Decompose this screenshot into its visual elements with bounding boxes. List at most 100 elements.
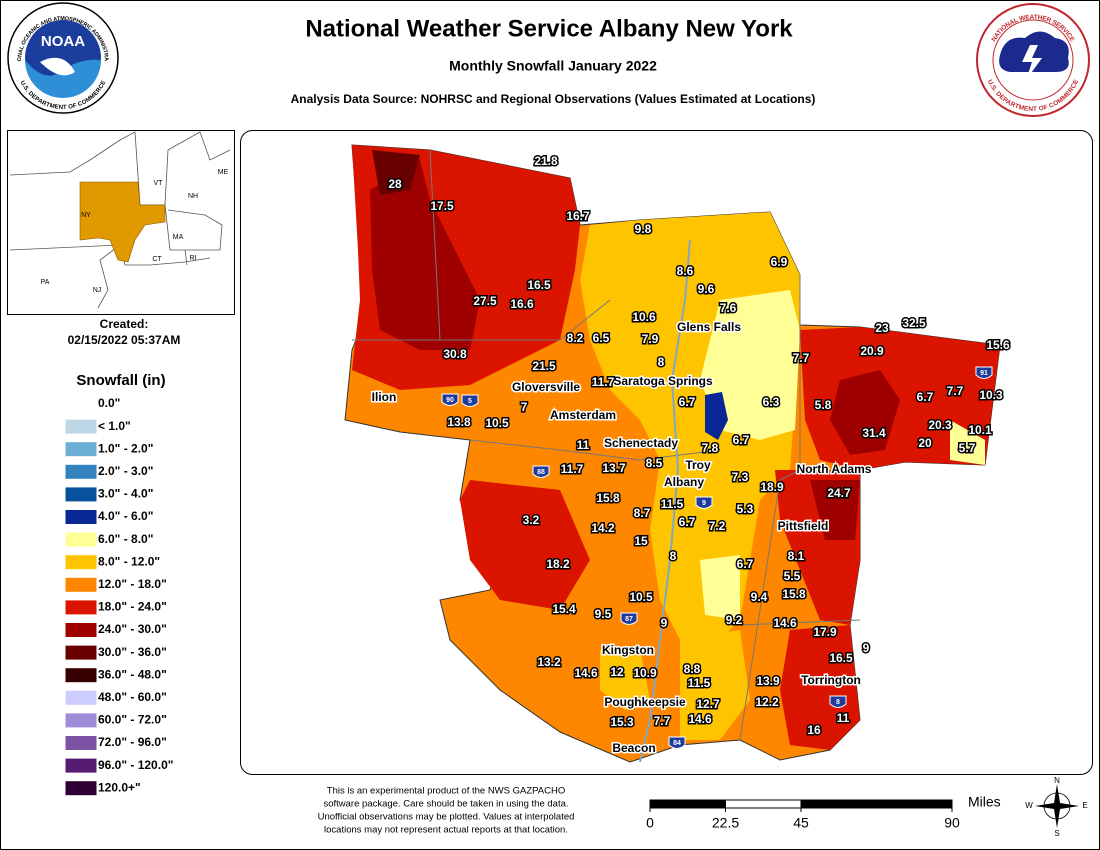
legend-swatch (65, 555, 97, 570)
nws-logo: NATIONAL WEATHER SERVICE U.S. DEPARTMENT… (976, 3, 1090, 117)
highway-number: 91 (980, 370, 988, 377)
snowfall-value: 14.2 (591, 521, 615, 535)
snowfall-value: 9.6 (698, 282, 715, 296)
legend-swatch (65, 464, 97, 479)
snowfall-value: 6.7 (917, 390, 934, 404)
snowfall-value: 13.2 (537, 655, 561, 669)
highway-number: 8 (836, 699, 840, 706)
snowfall-value: 16.7 (566, 209, 590, 223)
snowfall-value: 9 (661, 616, 668, 630)
city-label: Glens Falls (677, 320, 741, 334)
snowfall-value: 16.5 (829, 651, 853, 665)
state-label: NY (81, 212, 91, 219)
disclaimer-line: software package. Care should be taken i… (323, 799, 568, 810)
snowfall-value: 8.2 (567, 331, 584, 345)
legend-swatch (65, 510, 97, 524)
snowfall-value: 9.5 (595, 607, 612, 621)
snowfall-value: 16 (807, 723, 821, 737)
snowfall-value: 21.8 (534, 154, 558, 168)
city-label: North Adams (797, 462, 872, 476)
snowfall-value: 15.3 (610, 715, 634, 729)
snowfall-value: 20.9 (860, 344, 884, 358)
scale-bar: Miles 0 22.5 45 90 (646, 794, 1001, 831)
legend-swatch (65, 713, 97, 728)
legend-label: 24.0" - 30.0" (98, 622, 167, 636)
snowfall-value: 11.5 (688, 676, 711, 690)
snowfall-value: 15.8 (596, 491, 620, 505)
snowfall-value: 7.2 (709, 519, 726, 533)
snowfall-value: 10.9 (633, 666, 657, 680)
snowfall-value: 7.7 (793, 351, 810, 365)
city-label: Gloversville (512, 380, 580, 394)
disclaimer-line: locations may not represent actual repor… (324, 825, 568, 836)
snowfall-value: 8.7 (634, 506, 651, 520)
snowfall-value: 3.2 (523, 513, 540, 527)
legend-label: 120.0+" (98, 780, 141, 794)
scale-label: 0 (646, 815, 654, 831)
snowfall-value: 11.7 (592, 375, 615, 389)
city-label: Torrington (801, 673, 861, 687)
snowfall-value: 6.7 (737, 557, 754, 571)
noaa-text: NOAA (41, 33, 85, 50)
snowfall-value: 21.5 (532, 359, 556, 373)
state-label: CT (152, 256, 162, 263)
snowfall-value: 6.3 (763, 395, 780, 409)
title: National Weather Service Albany New York (305, 15, 793, 42)
snowfall-value: 8 (670, 549, 677, 563)
snowfall-value: 8.8 (684, 662, 701, 676)
legend-swatch (65, 442, 97, 457)
snowfall-value: 20.3 (928, 418, 952, 432)
legend-title: Snowfall (in) (76, 372, 165, 389)
highway-shield (829, 695, 847, 708)
highway-number: 90 (446, 397, 454, 404)
legend-swatch (65, 577, 97, 592)
legend-label: 36.0" - 48.0" (98, 667, 167, 681)
snowfall-value: 17.9 (813, 625, 837, 639)
snowfall-value: 18.9 (760, 480, 784, 494)
legend-label: 2.0" - 3.0" (98, 464, 153, 478)
snowfall-value: 5.5 (784, 569, 801, 583)
legend-label: 8.0" - 12.0" (98, 554, 160, 568)
highway-number: 88 (537, 469, 545, 476)
legend-label: 3.0" - 4.0" (98, 487, 153, 501)
legend-label: 18.0" - 24.0" (98, 600, 167, 614)
legend-swatch (65, 600, 97, 615)
city-label: Amsterdam (550, 408, 616, 422)
legend-swatch (65, 690, 97, 705)
created-label: Created: (100, 317, 149, 331)
snowfall-value: 11 (577, 438, 590, 452)
legend-swatch (65, 487, 97, 502)
legend-label: 96.0" - 120.0" (98, 758, 173, 772)
snowfall-value: 14.6 (688, 712, 712, 726)
disclaimer-line: Unofficial observations may be plotted. … (318, 812, 575, 823)
snowfall-value: 7.9 (642, 332, 659, 346)
snowfall-value: 8.5 (646, 456, 663, 470)
scale-segment (800, 799, 953, 809)
legend-swatch (65, 781, 97, 796)
highway-number: 84 (673, 740, 681, 747)
compass: N E S W (1025, 776, 1087, 838)
scale-unit: Miles (968, 794, 1001, 810)
snowfall-value: 6.9 (771, 255, 788, 269)
legend-label: 72.0" - 96.0" (98, 735, 167, 749)
snowfall-value: 11.7 (561, 462, 584, 476)
snowfall-value: 13.9 (756, 674, 780, 688)
snowfall-value: 16.5 (527, 278, 551, 292)
snowfall-value: 7.8 (702, 441, 719, 455)
snowfall-value: 8 (658, 355, 665, 369)
state-label: PA (41, 279, 50, 286)
legend-label: 6.0" - 8.0" (98, 532, 153, 546)
snowfall-value: 7 (521, 400, 528, 414)
legend-swatch (65, 419, 97, 434)
snowfall-value: 28 (388, 177, 402, 191)
snowfall-value: 8.1 (788, 549, 805, 563)
city-label: Saratoga Springs (613, 374, 713, 388)
snowfall-value: 13.7 (602, 461, 626, 475)
snowfall-value: 7.7 (654, 714, 671, 728)
compass-n: N (1054, 776, 1060, 785)
state-label: MA (173, 234, 184, 241)
snowfall-value: 18.2 (546, 557, 570, 571)
snowfall-value: 7.7 (947, 384, 964, 398)
city-label: Beacon (612, 741, 655, 755)
